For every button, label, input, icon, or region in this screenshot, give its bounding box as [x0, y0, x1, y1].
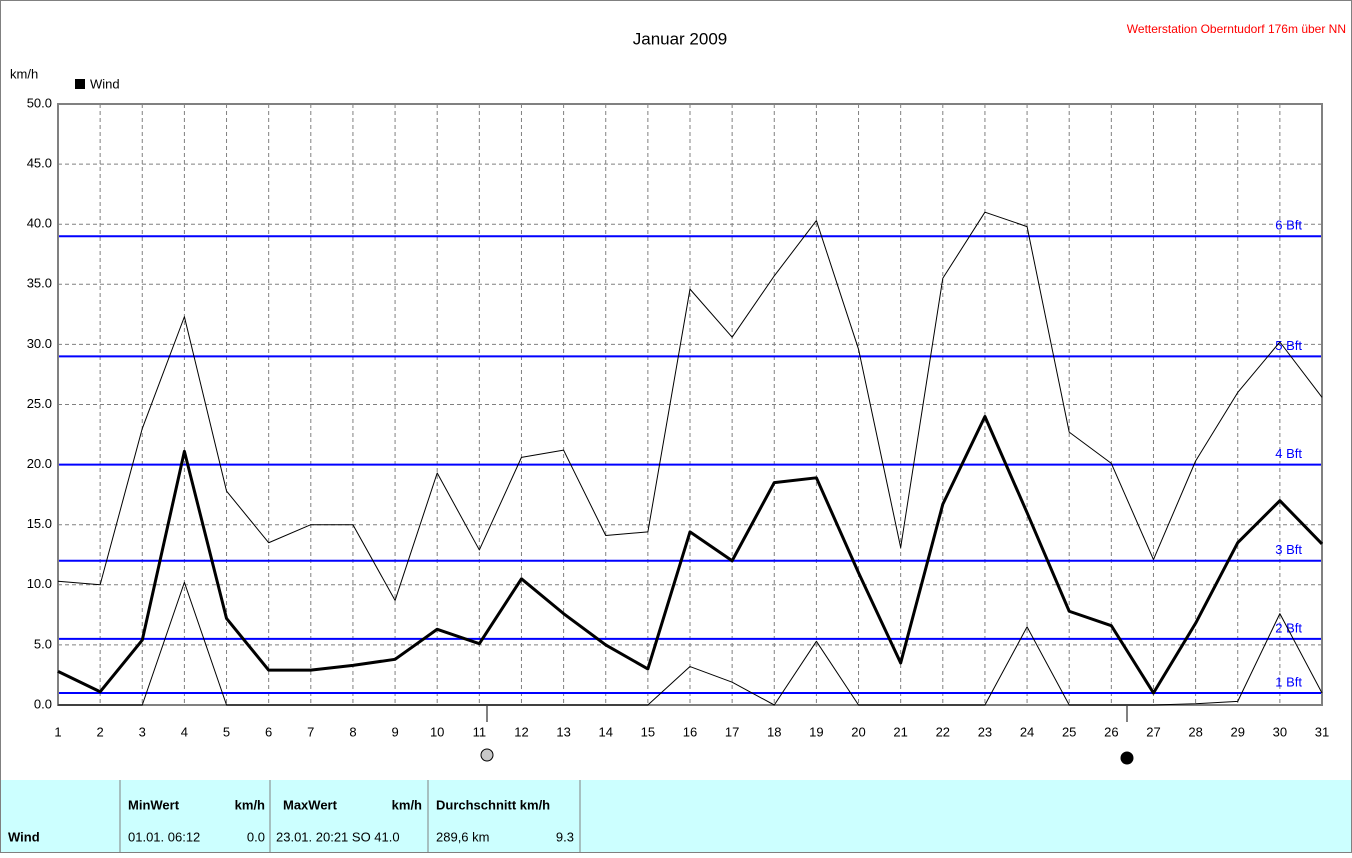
plot-frame — [57, 103, 1323, 706]
y-tick-label: 45.0 — [27, 156, 52, 171]
beaufort-label: 5 Bft — [1275, 338, 1302, 353]
y-tick-label: 50.0 — [27, 95, 52, 110]
table-cell: 0.0 — [247, 829, 265, 844]
y-tick-label: 0.0 — [34, 696, 52, 711]
x-tick-label: 27 — [1146, 724, 1160, 739]
x-tick-label: 13 — [556, 724, 570, 739]
y-tick-label: 40.0 — [27, 216, 52, 231]
x-tick-label: 28 — [1188, 724, 1202, 739]
x-tick-label: 18 — [767, 724, 781, 739]
x-tick-label: 16 — [683, 724, 697, 739]
y-axis-label: km/h — [10, 66, 38, 81]
x-tick-label: 23 — [978, 724, 992, 739]
new-moon-icon — [1120, 751, 1134, 765]
y-tick-label: 30.0 — [27, 336, 52, 351]
beaufort-label: 4 Bft — [1275, 446, 1302, 461]
legend-label: Wind — [90, 76, 120, 91]
x-tick-label: 7 — [307, 724, 314, 739]
stats-panel — [1, 780, 1351, 852]
x-tick-label: 22 — [936, 724, 950, 739]
x-tick-label: 1 — [54, 724, 61, 739]
x-tick-label: 4 — [181, 724, 188, 739]
x-tick-label: 9 — [391, 724, 398, 739]
table-header: Durchschnitt km/h — [436, 797, 550, 812]
y-tick-label: 35.0 — [27, 276, 52, 291]
x-tick-label: 14 — [598, 724, 612, 739]
table-cell: 289,6 km — [436, 829, 489, 844]
beaufort-label: 3 Bft — [1275, 542, 1302, 557]
x-tick-label: 26 — [1104, 724, 1118, 739]
x-tick-label: 25 — [1062, 724, 1076, 739]
table-cell: 23.01. 20:21 SO 41.0 — [276, 829, 400, 844]
x-tick-label: 6 — [265, 724, 272, 739]
y-tick-label: 5.0 — [34, 636, 52, 651]
station-label: Wetterstation Oberntudorf 176m über NN — [1127, 22, 1346, 36]
table-header: km/h — [392, 797, 422, 812]
table-cell: 01.01. 06:12 — [128, 829, 200, 844]
x-tick-label: 20 — [851, 724, 865, 739]
x-tick-label: 10 — [430, 724, 444, 739]
y-tick-label: 20.0 — [27, 456, 52, 471]
x-tick-label: 30 — [1273, 724, 1287, 739]
x-tick-label: 17 — [725, 724, 739, 739]
wind-line — [57, 415, 1324, 695]
x-tick-label: 8 — [349, 724, 356, 739]
x-tick-label: 3 — [139, 724, 146, 739]
table-cell: Wind — [8, 829, 40, 844]
beaufort-label: 1 Bft — [1275, 674, 1302, 689]
x-tick-label: 29 — [1230, 724, 1244, 739]
x-tick-label: 15 — [641, 724, 655, 739]
x-tick-label: 19 — [809, 724, 823, 739]
x-tick-label: 21 — [893, 724, 907, 739]
x-tick-label: 5 — [223, 724, 230, 739]
table-header: MaxWert — [283, 797, 338, 812]
legend-swatch — [75, 79, 85, 89]
wind-line — [58, 581, 1323, 706]
wind-line — [57, 211, 1323, 601]
beaufort-label: 2 Bft — [1275, 620, 1302, 635]
y-tick-label: 15.0 — [27, 516, 52, 531]
y-tick-label: 25.0 — [27, 396, 52, 411]
table-cell: 9.3 — [556, 829, 574, 844]
x-tick-label: 24 — [1020, 724, 1034, 739]
full-moon-icon — [480, 748, 494, 762]
table-header: km/h — [235, 797, 265, 812]
x-tick-label: 31 — [1315, 724, 1329, 739]
table-header: MinWert — [128, 797, 180, 812]
beaufort-label: 6 Bft — [1275, 218, 1302, 233]
x-tick-label: 11 — [473, 724, 487, 739]
chart-title: Januar 2009 — [633, 29, 728, 48]
x-tick-label: 2 — [97, 724, 104, 739]
y-tick-label: 10.0 — [27, 576, 52, 591]
x-tick-label: 12 — [514, 724, 528, 739]
